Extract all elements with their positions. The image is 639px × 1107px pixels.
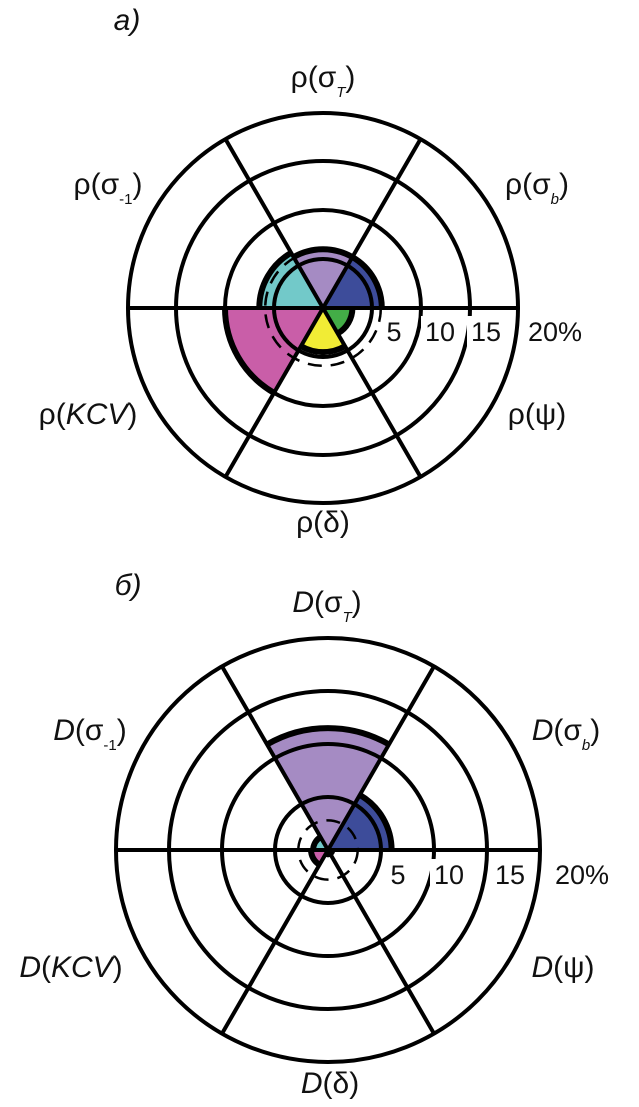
reference-circle (263, 248, 383, 368)
bar-edge-psi (336, 307, 356, 337)
axis-label-delta: ρ(δ) (296, 506, 350, 539)
axis-label-sigma_-1: D(σ-1) (53, 714, 127, 754)
bar-edge-psi (328, 849, 336, 857)
panel-letter: б) (115, 569, 142, 602)
tick-label-bg (467, 316, 505, 348)
bar-edge-delta (324, 850, 332, 858)
spoke-line (223, 138, 423, 478)
axis-label-sigma_T: ρ(σT) (291, 61, 356, 101)
tick-label-bg (430, 859, 468, 891)
tick-label: 5 (386, 317, 401, 347)
panel-b-chart: б) 5 10 15 20% D(σT) D(σb) D(ψ) D(δ) D(KCV) D(σ-1) (19, 569, 609, 1100)
tick-label-bg (555, 859, 609, 891)
tick-label: 15 (495, 860, 525, 890)
axis-label-delta: D(δ) (301, 1067, 359, 1100)
axis-label-sigma_T: D(σT) (292, 586, 361, 626)
bar-edge-delta (299, 343, 347, 356)
axis-label-KCV: D(KCV) (19, 951, 122, 984)
tick-label-bg (386, 859, 410, 891)
tick-label: 10 (434, 860, 464, 890)
bar-delta (300, 308, 346, 353)
tick-label: 15 (471, 317, 501, 347)
tick-label-bg (491, 859, 529, 891)
axis-label-psi: D(ψ) (531, 951, 594, 984)
bar-edge-sigma_-1 (310, 834, 323, 851)
tick-label-bg (528, 316, 582, 348)
panel-letter: а) (114, 4, 141, 37)
bar-edge-sigma_b (358, 792, 395, 851)
axis-label-sigma_-1: ρ(σ-1) (74, 168, 143, 208)
axis-label-sigma_b: ρ(σb) (505, 168, 569, 208)
bar-edge-KCV (308, 849, 322, 868)
tick-label: 20% (555, 860, 609, 890)
bar-edge-KCV (222, 307, 276, 396)
bar-edge-sigma_-1 (256, 250, 293, 309)
bar-sigma_T (267, 728, 389, 850)
bar-sigma_T (293, 249, 353, 308)
axis-label-psi: ρ(ψ) (508, 398, 566, 431)
tick-label-bg (421, 316, 459, 348)
tick-label: 20% (528, 317, 582, 347)
tick-label-bg (382, 316, 406, 348)
spoke-line (220, 665, 436, 1035)
bar-edge-sigma_T (265, 725, 391, 748)
axis-label-sigma_b: D(σb) (532, 714, 601, 754)
bar-edge-sigma_T (292, 246, 354, 260)
panel-a-chart: а) 5 10 15 20% ρ(σT) ρ(σb) ρ(ψ) ρ(δ) ρ(KCV) ρ(σ-1) (39, 4, 582, 539)
reference-circle (297, 819, 359, 881)
axis-label-KCV: ρ(KCV) (39, 398, 138, 431)
tick-label: 5 (390, 860, 405, 890)
tick-label: 10 (425, 317, 455, 347)
